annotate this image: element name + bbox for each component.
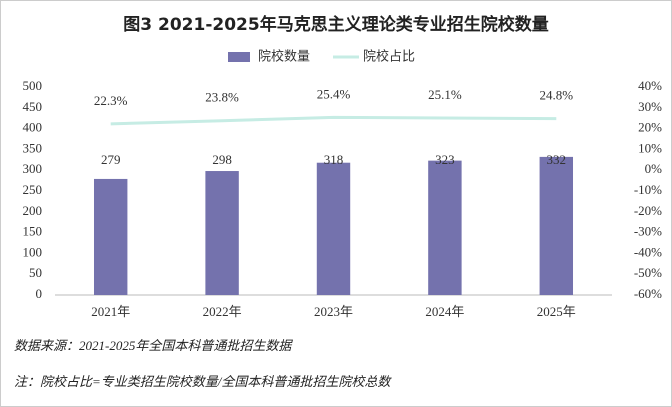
y-tick-label: 0 [36,286,43,301]
y-tick-label: 200 [23,203,43,218]
x-tick-label: 2021年 [91,304,130,319]
y-tick-label: 400 [23,120,43,135]
line-value-label: 25.4% [317,86,351,101]
y-tick-label: 500 [23,78,43,93]
bar-value-label: 332 [547,152,567,167]
y2-tick-label: -60% [634,286,662,301]
bar [539,156,574,295]
x-tick-label: 2023年 [314,304,353,319]
legend-label: 院校占比 [363,49,415,65]
y2-tick-label: 30% [638,99,662,114]
y2-tick-label: 0% [645,161,663,176]
y2-tick-label: 40% [638,78,662,93]
x-tick-label: 2024年 [425,304,464,319]
y-tick-label: 450 [23,99,43,114]
chart-title: 图3 2021-2025年马克思主义理论类专业招生院校数量 [123,14,548,35]
y-tick-label: 300 [23,161,43,176]
y-tick-label: 350 [23,140,43,155]
y-tick-label: 250 [23,182,43,197]
line-value-label: 25.1% [428,87,462,102]
y-tick-label: 150 [23,224,43,239]
line-value-label: 24.8% [540,88,574,103]
x-tick-label: 2025年 [537,304,576,319]
legend-swatch [228,52,250,62]
line-value-label: 23.8% [205,90,239,105]
legend-label: 院校数量 [258,49,310,65]
y2-tick-label: 20% [638,120,662,135]
bar-value-label: 323 [435,152,455,167]
y2-tick-label: -20% [634,203,662,218]
y-tick-label: 100 [23,244,43,259]
bar-value-label: 318 [324,152,344,167]
bar-value-label: 279 [101,152,121,167]
y2-tick-label: -40% [634,244,662,259]
source-note: 数据来源：2021-2025年全国本科普通批招生数据 [14,338,293,353]
line-value-label: 22.3% [94,93,128,108]
bar-value-label: 298 [212,152,232,167]
y2-tick-label: 10% [638,140,662,155]
footnote: 注：院校占比=专业类招生院校数量/全国本科普通批招生院校总数 [14,374,392,389]
y2-tick-label: -10% [634,182,662,197]
bar [316,162,351,295]
y2-tick-label: -30% [634,224,662,239]
y-tick-label: 50 [29,265,42,280]
bar [205,171,239,295]
bar [428,160,462,295]
line [110,115,557,126]
y2-tick-label: -50% [634,265,662,280]
x-tick-label: 2022年 [203,304,242,319]
bar [93,178,128,295]
